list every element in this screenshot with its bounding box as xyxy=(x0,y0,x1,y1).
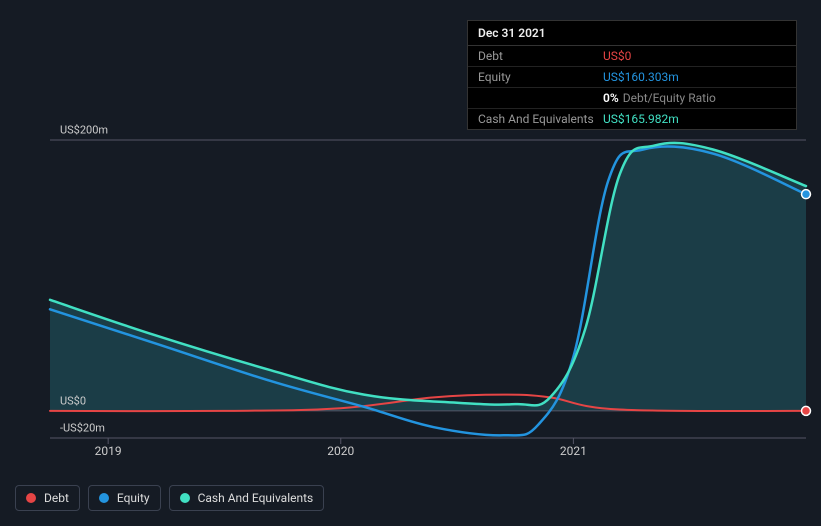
y-axis-label: US$0 xyxy=(60,394,115,407)
chart-tooltip: Dec 31 2021 Debt US$0 Equity US$160.303m… xyxy=(467,20,797,130)
chart-legend: Debt Equity Cash And Equivalents xyxy=(15,485,324,511)
legend-swatch xyxy=(99,493,109,503)
legend-label: Debt xyxy=(44,491,69,505)
y-axis-label: US$200m xyxy=(60,124,115,137)
chart-svg xyxy=(15,120,806,465)
legend-label: Cash And Equivalents xyxy=(198,491,314,505)
series-debt-marker xyxy=(802,406,811,415)
tooltip-ratio-value: 0% xyxy=(603,91,619,105)
area-cash xyxy=(50,143,806,411)
legend-swatch xyxy=(26,493,36,503)
x-axis-label: 2019 xyxy=(95,444,122,458)
legend-swatch xyxy=(180,493,190,503)
legend-item-equity[interactable]: Equity xyxy=(88,485,161,511)
tooltip-row-debt: Debt US$0 xyxy=(468,46,796,67)
debt-equity-chart[interactable]: US$200m US$0 -US$20m 2019 2020 2021 xyxy=(15,120,806,465)
tooltip-row-equity: Equity US$160.303m xyxy=(468,67,796,88)
series-equity-marker xyxy=(802,190,811,199)
legend-item-debt[interactable]: Debt xyxy=(15,485,80,511)
y-axis-label: -US$20m xyxy=(60,422,115,435)
x-axis-label: 2021 xyxy=(560,444,587,458)
legend-label: Equity xyxy=(117,491,150,505)
tooltip-label: Debt xyxy=(478,49,603,63)
tooltip-label-empty xyxy=(478,91,603,105)
tooltip-label: Equity xyxy=(478,70,603,84)
tooltip-ratio-label: Debt/Equity Ratio xyxy=(623,91,716,105)
tooltip-value-debt: US$0 xyxy=(603,49,631,63)
legend-item-cash[interactable]: Cash And Equivalents xyxy=(169,485,325,511)
tooltip-date: Dec 31 2021 xyxy=(468,21,796,46)
tooltip-value-equity: US$160.303m xyxy=(603,70,679,84)
tooltip-row-ratio: 0% Debt/Equity Ratio xyxy=(468,88,796,109)
x-axis-label: 2020 xyxy=(327,444,354,458)
